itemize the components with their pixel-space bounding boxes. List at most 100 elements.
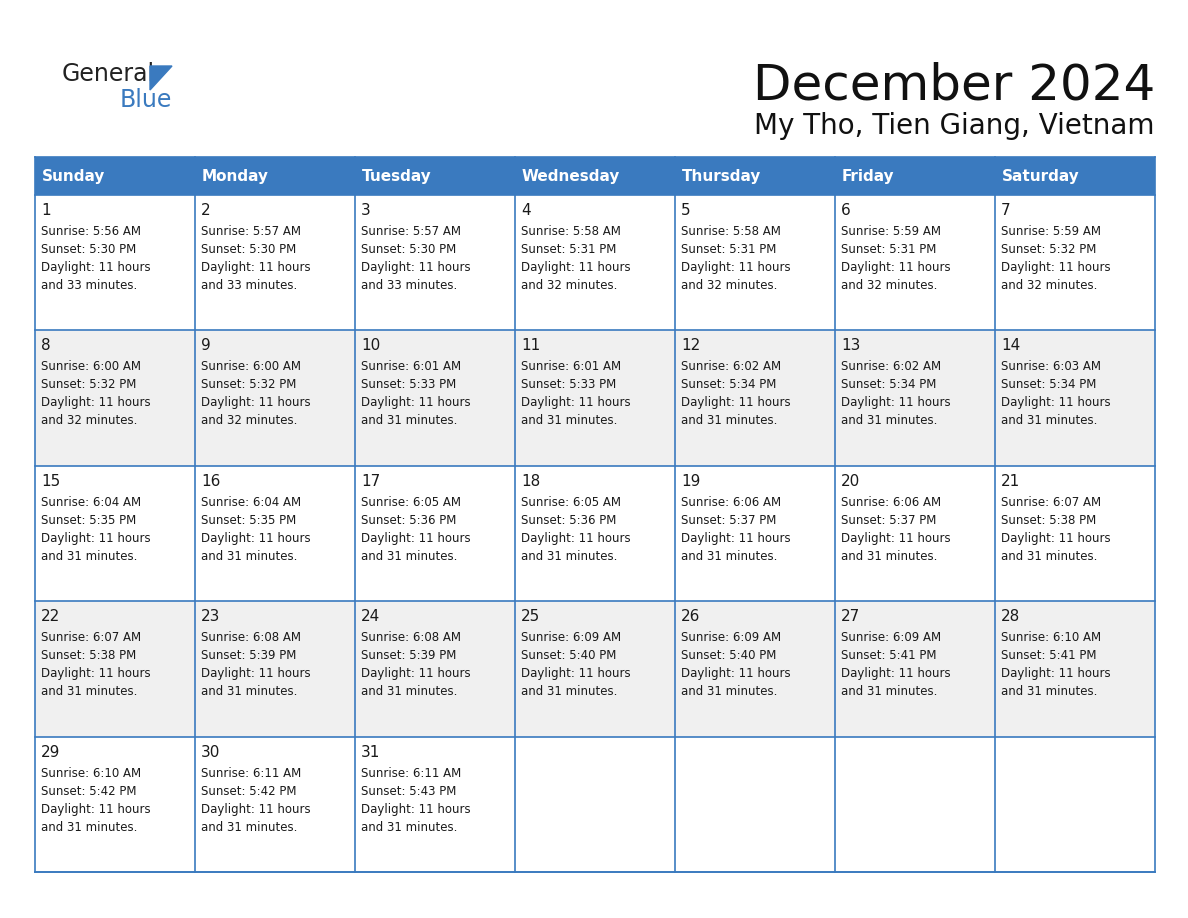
Text: and 31 minutes.: and 31 minutes.	[361, 821, 457, 834]
Bar	[675, 465, 835, 601]
Text: Sunset: 5:38 PM: Sunset: 5:38 PM	[1001, 514, 1097, 527]
Text: Saturday: Saturday	[1001, 169, 1080, 184]
Text: Daylight: 11 hours: Daylight: 11 hours	[201, 261, 310, 274]
Bar	[835, 157, 996, 195]
Text: Sunset: 5:40 PM: Sunset: 5:40 PM	[681, 649, 777, 662]
Text: and 31 minutes.: and 31 minutes.	[361, 685, 457, 699]
Bar	[835, 601, 996, 736]
Text: Sunset: 5:35 PM: Sunset: 5:35 PM	[42, 514, 137, 527]
Text: 18: 18	[522, 474, 541, 488]
Text: Sunrise: 6:01 AM: Sunrise: 6:01 AM	[522, 361, 621, 374]
Text: and 33 minutes.: and 33 minutes.	[42, 279, 138, 292]
Bar	[835, 465, 996, 601]
Text: Sunrise: 6:04 AM: Sunrise: 6:04 AM	[42, 496, 141, 509]
Text: Blue: Blue	[120, 88, 172, 112]
Text: 1: 1	[42, 203, 51, 218]
Text: Sunrise: 6:01 AM: Sunrise: 6:01 AM	[361, 361, 461, 374]
Bar	[195, 465, 355, 601]
Text: Sunset: 5:36 PM: Sunset: 5:36 PM	[361, 514, 456, 527]
Text: and 32 minutes.: and 32 minutes.	[1001, 279, 1098, 292]
Bar	[516, 465, 675, 601]
Text: Sunset: 5:40 PM: Sunset: 5:40 PM	[522, 649, 617, 662]
Text: and 31 minutes.: and 31 minutes.	[681, 550, 777, 563]
Text: and 31 minutes.: and 31 minutes.	[522, 414, 618, 428]
Bar	[996, 465, 1155, 601]
Text: Sunrise: 6:09 AM: Sunrise: 6:09 AM	[681, 632, 782, 644]
Text: and 31 minutes.: and 31 minutes.	[841, 685, 937, 699]
Bar	[195, 330, 355, 465]
Text: Monday: Monday	[202, 169, 268, 184]
Text: and 31 minutes.: and 31 minutes.	[1001, 550, 1098, 563]
Text: and 32 minutes.: and 32 minutes.	[42, 414, 138, 428]
Text: Sunrise: 6:08 AM: Sunrise: 6:08 AM	[361, 632, 461, 644]
Text: 11: 11	[522, 339, 541, 353]
Bar	[996, 601, 1155, 736]
Bar	[675, 736, 835, 872]
Text: Daylight: 11 hours: Daylight: 11 hours	[201, 397, 310, 409]
Bar	[355, 330, 516, 465]
Text: Daylight: 11 hours: Daylight: 11 hours	[201, 667, 310, 680]
Text: 22: 22	[42, 610, 61, 624]
Text: Daylight: 11 hours: Daylight: 11 hours	[681, 397, 791, 409]
Text: Daylight: 11 hours: Daylight: 11 hours	[42, 667, 151, 680]
Text: General: General	[62, 62, 156, 86]
Text: 21: 21	[1001, 474, 1020, 488]
Text: Daylight: 11 hours: Daylight: 11 hours	[522, 667, 631, 680]
Bar	[195, 157, 355, 195]
Text: and 33 minutes.: and 33 minutes.	[201, 279, 297, 292]
Text: Wednesday: Wednesday	[522, 169, 620, 184]
Text: 16: 16	[201, 474, 221, 488]
Text: Daylight: 11 hours: Daylight: 11 hours	[361, 667, 470, 680]
Text: Daylight: 11 hours: Daylight: 11 hours	[1001, 532, 1111, 544]
Bar	[195, 195, 355, 330]
Bar	[355, 195, 516, 330]
Text: Sunrise: 6:10 AM: Sunrise: 6:10 AM	[42, 767, 141, 779]
Text: Sunset: 5:30 PM: Sunset: 5:30 PM	[42, 243, 137, 256]
Text: Sunrise: 6:03 AM: Sunrise: 6:03 AM	[1001, 361, 1101, 374]
Bar	[675, 195, 835, 330]
Text: Sunrise: 6:02 AM: Sunrise: 6:02 AM	[841, 361, 941, 374]
Text: Daylight: 11 hours: Daylight: 11 hours	[42, 261, 151, 274]
Text: 3: 3	[361, 203, 371, 218]
Text: Sunrise: 6:00 AM: Sunrise: 6:00 AM	[201, 361, 301, 374]
Text: 20: 20	[841, 474, 860, 488]
Text: Sunset: 5:34 PM: Sunset: 5:34 PM	[1001, 378, 1097, 391]
Text: 4: 4	[522, 203, 531, 218]
Text: Sunset: 5:30 PM: Sunset: 5:30 PM	[361, 243, 456, 256]
Text: Sunset: 5:33 PM: Sunset: 5:33 PM	[522, 378, 617, 391]
Text: Sunset: 5:31 PM: Sunset: 5:31 PM	[681, 243, 777, 256]
Text: Daylight: 11 hours: Daylight: 11 hours	[522, 261, 631, 274]
Text: Sunset: 5:35 PM: Sunset: 5:35 PM	[201, 514, 296, 527]
Text: Daylight: 11 hours: Daylight: 11 hours	[681, 532, 791, 544]
Text: 27: 27	[841, 610, 860, 624]
Text: and 32 minutes.: and 32 minutes.	[841, 279, 937, 292]
Text: 12: 12	[681, 339, 700, 353]
Text: 30: 30	[201, 744, 221, 759]
Text: Daylight: 11 hours: Daylight: 11 hours	[681, 667, 791, 680]
Text: Daylight: 11 hours: Daylight: 11 hours	[361, 397, 470, 409]
Text: Daylight: 11 hours: Daylight: 11 hours	[522, 532, 631, 544]
Text: and 31 minutes.: and 31 minutes.	[201, 685, 297, 699]
Text: Sunrise: 5:57 AM: Sunrise: 5:57 AM	[201, 225, 301, 238]
Text: Sunrise: 6:07 AM: Sunrise: 6:07 AM	[42, 632, 141, 644]
Text: 13: 13	[841, 339, 860, 353]
Text: Sunrise: 6:00 AM: Sunrise: 6:00 AM	[42, 361, 141, 374]
Text: and 31 minutes.: and 31 minutes.	[841, 414, 937, 428]
Bar	[516, 195, 675, 330]
Text: Sunday: Sunday	[42, 169, 106, 184]
Bar	[996, 195, 1155, 330]
Text: Sunrise: 6:06 AM: Sunrise: 6:06 AM	[681, 496, 782, 509]
Text: Daylight: 11 hours: Daylight: 11 hours	[1001, 261, 1111, 274]
Text: Thursday: Thursday	[682, 169, 762, 184]
Bar	[195, 736, 355, 872]
Text: and 31 minutes.: and 31 minutes.	[1001, 685, 1098, 699]
Bar	[195, 601, 355, 736]
Text: Sunset: 5:33 PM: Sunset: 5:33 PM	[361, 378, 456, 391]
Bar	[516, 736, 675, 872]
Text: 8: 8	[42, 339, 51, 353]
Text: Daylight: 11 hours: Daylight: 11 hours	[1001, 667, 1111, 680]
Text: Sunrise: 6:04 AM: Sunrise: 6:04 AM	[201, 496, 301, 509]
Text: Sunset: 5:34 PM: Sunset: 5:34 PM	[841, 378, 936, 391]
Bar	[34, 736, 195, 872]
Text: Sunrise: 5:58 AM: Sunrise: 5:58 AM	[681, 225, 781, 238]
